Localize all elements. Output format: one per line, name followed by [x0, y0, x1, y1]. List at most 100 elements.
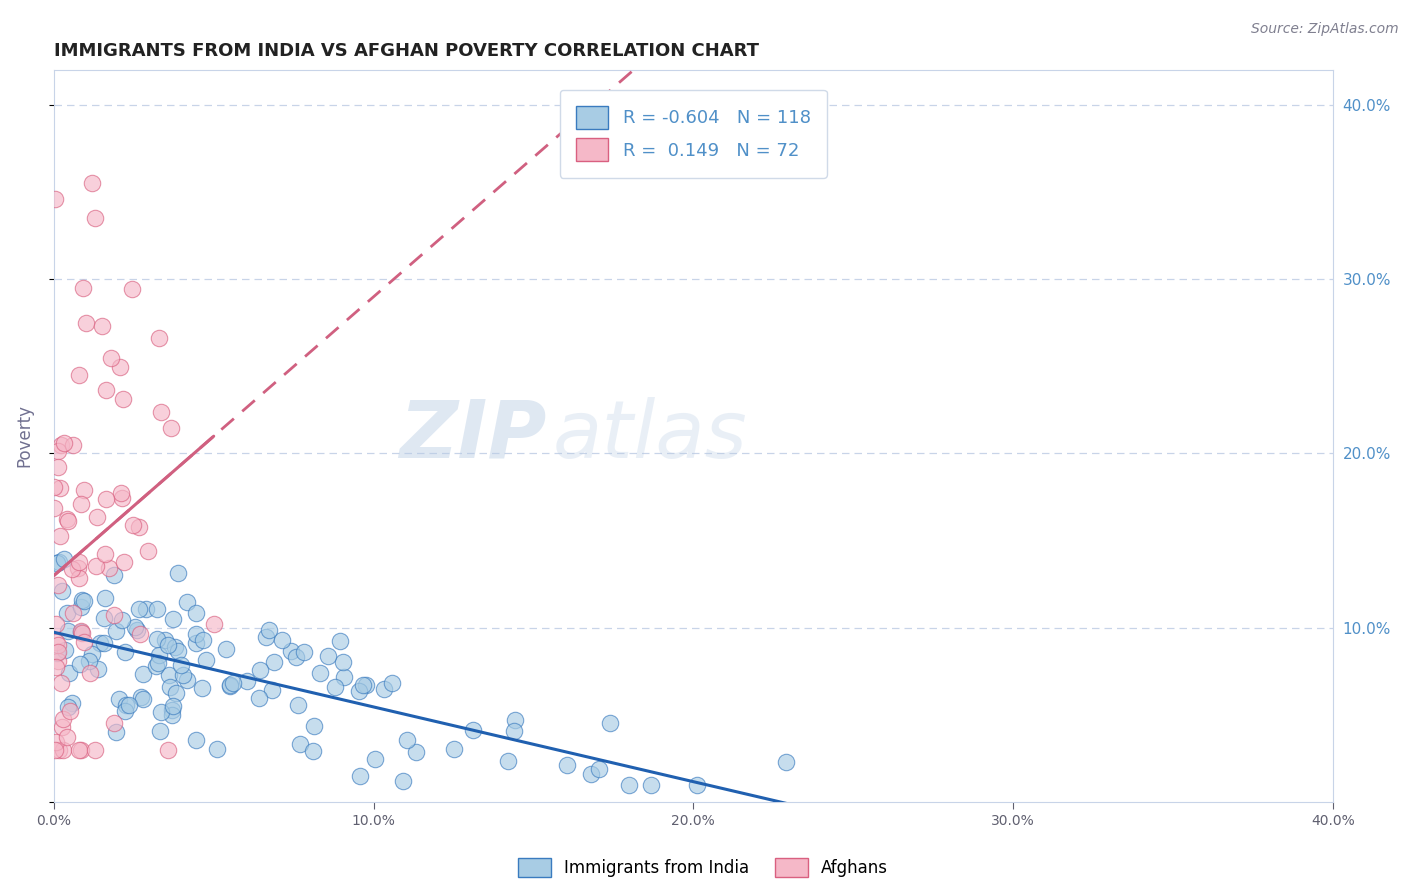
Point: [191, 681, 214, 695]
Legend: R = -0.604   N = 118, R =  0.149   N = 72: R = -0.604 N = 118, R = 0.149 N = 72: [560, 90, 827, 178]
Point: [44, 480, 66, 494]
Point: [56, 606, 79, 620]
Point: [136, 544, 159, 558]
Point: [111, 613, 134, 627]
Point: [156, 743, 179, 757]
Point: [280, 643, 302, 657]
Point: [110, 486, 132, 500]
Point: [392, 774, 415, 789]
Point: [354, 678, 377, 692]
Point: [67, 742, 90, 756]
Point: [67, 560, 90, 574]
Point: [167, 643, 190, 657]
Point: [396, 732, 419, 747]
Point: [263, 655, 285, 669]
Text: IMMIGRANTS FROM INDIA VS AFGHAN POVERTY CORRELATION CHART: IMMIGRANTS FROM INDIA VS AFGHAN POVERTY …: [53, 42, 759, 60]
Point: [316, 648, 339, 663]
Point: [443, 742, 465, 756]
Point: [124, 620, 146, 634]
Point: [114, 645, 136, 659]
Point: [104, 725, 127, 739]
Point: [254, 630, 277, 644]
Point: [503, 713, 526, 727]
Point: [46, 654, 69, 668]
Legend: Immigrants from India, Afghans: Immigrants from India, Afghans: [512, 851, 894, 884]
Point: [91, 318, 114, 333]
Point: [98, 561, 121, 575]
Point: [557, 758, 579, 772]
Point: [686, 778, 709, 792]
Point: [94, 492, 117, 507]
Point: [111, 491, 134, 506]
Point: [110, 360, 132, 375]
Point: [48, 743, 70, 757]
Point: [184, 733, 207, 747]
Point: [162, 611, 184, 625]
Point: [70, 600, 93, 615]
Point: [148, 648, 170, 662]
Point: [159, 680, 181, 694]
Point: [84, 558, 107, 573]
Point: [271, 632, 294, 647]
Point: [184, 635, 207, 649]
Point: [145, 659, 167, 673]
Point: [93, 636, 115, 650]
Text: ZIP: ZIP: [399, 397, 546, 475]
Point: [100, 351, 122, 365]
Point: [121, 518, 143, 533]
Point: [302, 719, 325, 733]
Point: [115, 698, 138, 712]
Text: Source: ZipAtlas.com: Source: ZipAtlas.com: [1251, 22, 1399, 37]
Point: [285, 649, 308, 664]
Point: [195, 652, 218, 666]
Point: [73, 634, 96, 648]
Point: [103, 567, 125, 582]
Point: [162, 698, 184, 713]
Point: [49, 529, 72, 543]
Point: [112, 555, 135, 569]
Point: [82, 176, 104, 190]
Point: [45, 616, 67, 631]
Point: [118, 698, 141, 712]
Point: [640, 778, 662, 792]
Point: [193, 632, 215, 647]
Point: [157, 668, 180, 682]
Point: [153, 633, 176, 648]
Point: [56, 512, 79, 526]
Point: [309, 665, 332, 680]
Point: [128, 602, 150, 616]
Y-axis label: Poverty: Poverty: [15, 404, 32, 467]
Point: [56, 700, 79, 714]
Point: [70, 497, 93, 511]
Point: [75, 316, 97, 330]
Point: [236, 674, 259, 689]
Point: [617, 778, 640, 792]
Point: [347, 684, 370, 698]
Point: [70, 592, 93, 607]
Point: [48, 555, 70, 569]
Point: [46, 557, 69, 571]
Point: [103, 715, 125, 730]
Point: [70, 624, 93, 638]
Point: [149, 723, 172, 738]
Point: [72, 483, 94, 497]
Point: [364, 752, 387, 766]
Point: [84, 211, 107, 225]
Point: [323, 681, 346, 695]
Point: [373, 681, 395, 696]
Point: [46, 645, 69, 659]
Point: [205, 741, 228, 756]
Point: [52, 743, 75, 757]
Point: [104, 624, 127, 639]
Point: [128, 519, 150, 533]
Point: [332, 655, 354, 669]
Point: [111, 392, 134, 406]
Point: [45, 635, 67, 649]
Point: [579, 767, 602, 781]
Point: [93, 611, 115, 625]
Point: [94, 591, 117, 606]
Point: [59, 704, 82, 718]
Point: [259, 624, 281, 638]
Point: [56, 624, 79, 638]
Point: [290, 737, 312, 751]
